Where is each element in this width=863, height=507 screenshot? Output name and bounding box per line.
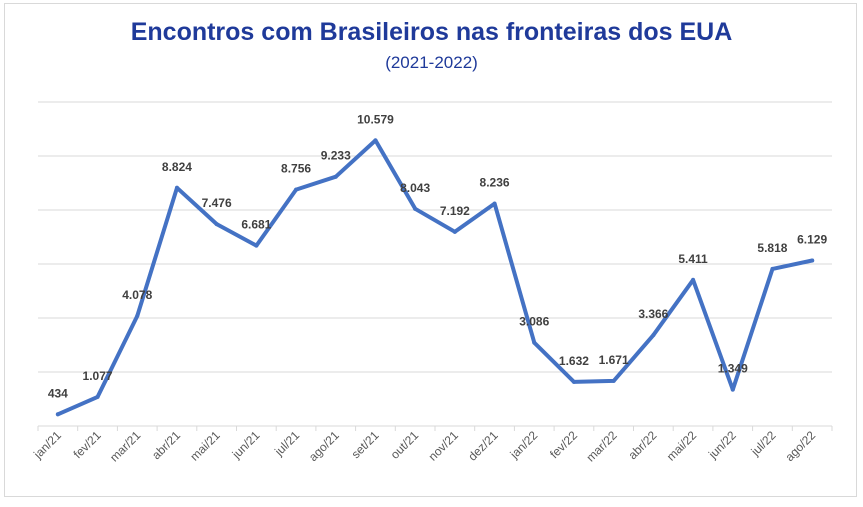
data-label: 8.824: [162, 160, 192, 174]
chart-frame: [4, 3, 857, 497]
x-tick-label: jan/22: [507, 428, 541, 462]
x-tick-label: out/21: [388, 428, 422, 462]
data-point: [413, 206, 418, 211]
data-label: 6.681: [241, 218, 271, 232]
x-tick-label: set/21: [349, 428, 382, 461]
data-label: 7.476: [202, 196, 232, 210]
data-label: 1.349: [718, 362, 748, 376]
data-point: [810, 258, 815, 263]
x-tick-label: jul/22: [748, 428, 779, 459]
series-line: [55, 138, 815, 417]
series-line-layer: [55, 138, 815, 417]
data-point: [571, 379, 576, 384]
x-tick-label: ago/22: [782, 428, 818, 464]
data-label: 5.818: [757, 241, 787, 255]
data-label: 6.129: [797, 233, 827, 247]
data-point: [611, 378, 616, 383]
gridlines: [38, 101, 832, 427]
data-label: 4.078: [122, 288, 152, 302]
data-point: [691, 277, 696, 282]
data-point: [214, 222, 219, 227]
x-tick-label: ago/21: [306, 428, 342, 464]
x-tick-label: jun/21: [229, 428, 263, 462]
x-tick-label: mar/21: [107, 428, 144, 465]
x-tick-label: abr/21: [149, 428, 183, 462]
data-label: 8.236: [480, 176, 510, 190]
x-tick-label: mar/22: [583, 428, 620, 465]
data-point: [452, 229, 457, 234]
data-label: 8.043: [400, 181, 430, 195]
data-point: [532, 340, 537, 345]
data-point: [730, 387, 735, 392]
data-label: 1.632: [559, 354, 589, 368]
data-point: [254, 243, 259, 248]
data-label: 7.192: [440, 204, 470, 218]
data-point: [135, 313, 140, 318]
data-label: 434: [48, 386, 68, 400]
data-label: 5.411: [678, 252, 708, 266]
x-tick-label: mai/21: [187, 428, 223, 464]
data-label: 1.671: [599, 353, 629, 367]
x-axis: jan/21 fev/21 mar/21 abr/21 mai/21 jun/21 jul/…: [30, 426, 833, 465]
data-label: 8.756: [281, 162, 311, 176]
chart-subtitle: (2021-2022): [385, 53, 478, 72]
x-tick-label: fev/21: [71, 428, 104, 461]
data-point: [333, 174, 338, 179]
data-point: [55, 412, 60, 417]
chart-title: Encontros com Brasileiros nas fronteiras…: [130, 18, 733, 46]
data-point: [373, 138, 378, 143]
data-label: 3.366: [638, 307, 668, 321]
data-label: 1.077: [83, 369, 113, 383]
data-label: 3.086: [519, 315, 549, 329]
data-point: [770, 266, 775, 271]
data-label-layer: 434 1.077 4.078 8.824 7.476 6.681 8.756 9.233 10…: [48, 112, 828, 400]
x-tick-label: mai/22: [664, 428, 700, 464]
x-tick-label: fev/22: [547, 428, 580, 461]
data-point: [174, 185, 179, 190]
data-label: 10.579: [357, 112, 394, 126]
x-tick-label: jul/21: [271, 428, 302, 459]
data-point: [294, 187, 299, 192]
data-point: [492, 201, 497, 206]
data-point: [651, 333, 656, 338]
x-tick-label: dez/21: [465, 428, 501, 464]
data-point: [95, 394, 100, 399]
x-tick-label: jun/22: [705, 428, 739, 462]
x-tick-label: nov/21: [426, 428, 462, 464]
x-tick-label: jan/21: [30, 428, 64, 462]
data-label: 9.233: [321, 149, 351, 163]
x-tick-label: abr/22: [626, 428, 660, 462]
